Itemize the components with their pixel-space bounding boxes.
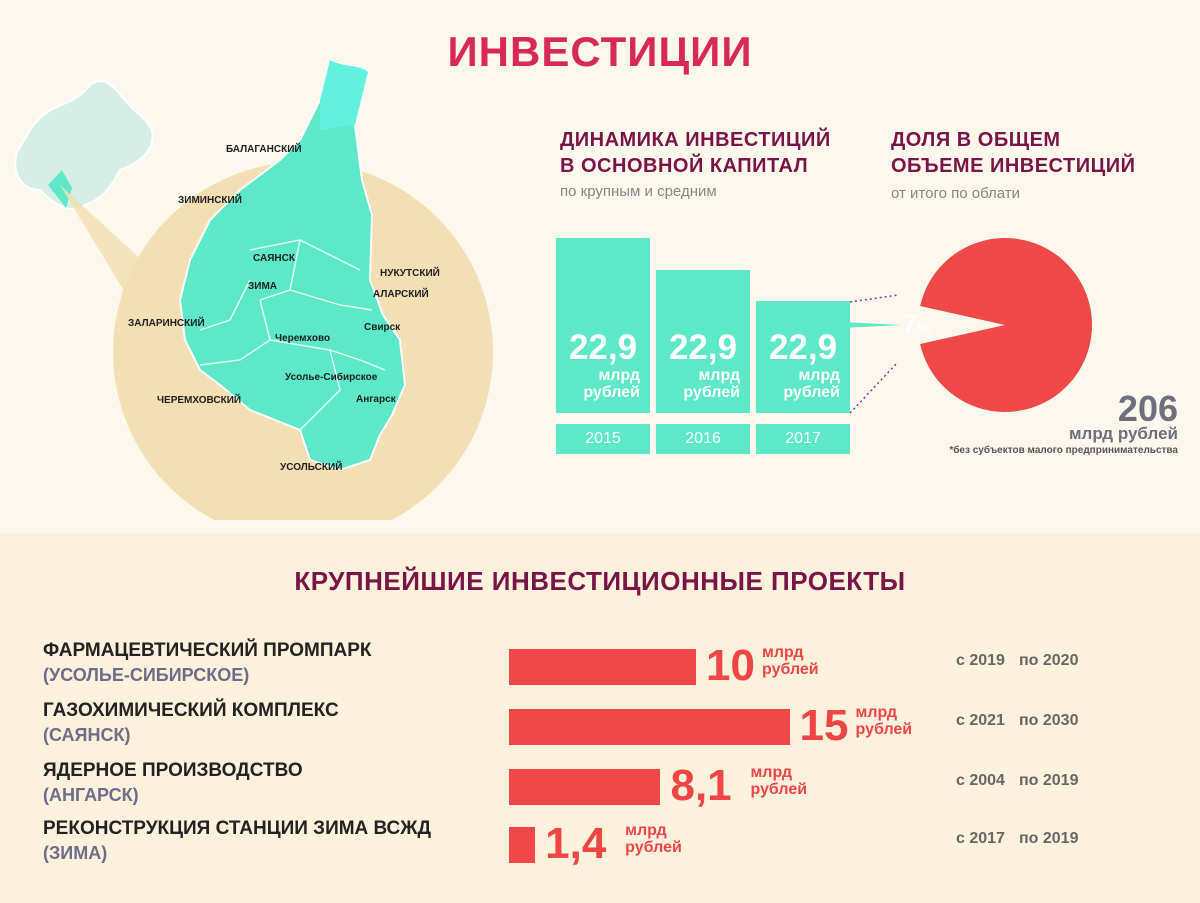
map-city-label: Усолье-Сибирское [285, 372, 378, 383]
pie-slice-share [840, 321, 902, 329]
project-city: (УСОЛЬЕ-СИБИРСКОЕ) [43, 665, 250, 685]
project-name: ГАЗОХИМИЧЕСКИЙ КОМПЛЕКС [43, 700, 339, 721]
dynamics-year-label: 2017 [756, 424, 850, 454]
projects-title: КРУПНЕЙШИЕ ИНВЕСТИЦИОННЫЕ ПРОЕКТЫ [294, 566, 906, 596]
map-district-label: ЗИМИНСКИЙ [178, 195, 242, 206]
project-unit: млрд рублей [750, 764, 807, 798]
dynamics-bar-unit-line: рублей [783, 384, 840, 401]
dynamics-bar [556, 238, 650, 413]
dynamics-year-label: 2015 [556, 424, 650, 454]
project-unit-line: млрд [762, 644, 804, 661]
dynamics-bar-unit: млрд рублей [556, 367, 640, 401]
project-period-from: с 2019 [956, 652, 1005, 669]
project-value: 8,1 [670, 761, 732, 810]
project-unit-line: рублей [750, 781, 808, 798]
project-name: РЕКОНСТРУКЦИЯ СТАНЦИИ ЗИМА ВСЖД [43, 818, 431, 839]
pie-percent-label: 7% [902, 309, 931, 340]
project-bar [509, 709, 790, 745]
map-district-label: ЧЕРЕМХОВСКИЙ [157, 395, 242, 406]
project-unit-line: рублей [762, 661, 819, 678]
share-title: ДОЛЯ В ОБЩЕМ ОБЪЕМЕ ИНВЕСТИЦИЙ [891, 127, 1135, 179]
map-district-label: УСОЛЬСКИЙ [280, 462, 343, 473]
project-unit: млрд рублей [762, 644, 819, 678]
dynamics-title-line: В ОСНОВНОЙ КАПИТАЛ [560, 155, 809, 177]
dynamics-bar-value: 22,9 [768, 328, 838, 367]
share-title-line: ДОЛЯ В ОБЩЕМ [891, 129, 1061, 151]
project-unit-line: млрд [750, 764, 792, 781]
pie-percent-sign: % [917, 320, 932, 337]
dynamics-bar-unit: млрд рублей [756, 367, 840, 401]
map-city-label: САЯНСК [253, 253, 295, 264]
dynamics-bar-unit-line: млрд [798, 367, 840, 384]
project-bar [509, 769, 661, 805]
project-unit: млрд рублей [856, 704, 913, 738]
inset-region-shape [14, 79, 154, 210]
project-period-to: по 2030 [1019, 712, 1079, 729]
pie-total-value: 206 [1117, 388, 1178, 429]
dynamics-bar [656, 269, 750, 413]
share-subtitle: от итого по облати [891, 185, 1021, 202]
dynamics-title-line: ДИНАМИКА ИНВЕСТИЦИЙ [560, 129, 831, 151]
pie-total-unit: млрд рублей [1068, 424, 1178, 443]
dynamics-bar-unit-line: рублей [683, 384, 740, 401]
dynamics-bar-unit: млрд рублей [656, 367, 740, 401]
pie-connector-line [849, 361, 899, 414]
project-value: 10 [706, 641, 755, 690]
northern-district-shape [320, 60, 368, 130]
project-period-to: по 2019 [1019, 830, 1079, 847]
region-map [14, 58, 493, 520]
project-unit-line: млрд [625, 822, 667, 839]
project-value: 15 [799, 701, 849, 750]
dynamics-year-label: 2016 [656, 424, 750, 454]
map-city-label: Ангарск [356, 394, 396, 405]
share-title-line: ОБЪЕМЕ ИНВЕСТИЦИЙ [891, 155, 1136, 177]
project-unit-line: рублей [625, 839, 682, 856]
page-title: ИНВЕСТИЦИИ [447, 28, 753, 75]
share-pie-chart [840, 237, 1092, 414]
inset-highlight-shape [48, 170, 72, 208]
project-name: ФАРМАЦЕВТИЧЕСКИЙ ПРОМПАРК [43, 640, 372, 661]
project-city: (САЯНСК) [43, 725, 131, 745]
project-period-from: с 2004 [956, 772, 1005, 789]
district-borders [199, 239, 386, 431]
project-unit: млрд рублей [625, 822, 682, 856]
dynamics-bar-unit-line: млрд [598, 367, 640, 384]
pie-slice-rest [920, 237, 1092, 412]
map-district-label: ЗАЛАРИНСКИЙ [128, 318, 205, 329]
project-city: (ЗИМА) [43, 843, 108, 863]
dynamics-bar-unit-line: рублей [583, 384, 640, 401]
project-period-to: по 2019 [1019, 772, 1079, 789]
project-period-from: с 2017 [956, 830, 1005, 847]
map-district-label: БАЛАГАНСКИЙ [226, 144, 302, 155]
dynamics-bar-value: 22,9 [668, 328, 738, 367]
project-unit-line: млрд [855, 704, 898, 721]
map-district-label: АЛАРСКИЙ [373, 289, 429, 300]
map-city-label: Свирск [364, 322, 401, 333]
dynamics-bar-unit-line: млрд [698, 367, 740, 384]
project-period-from: с 2021 [956, 712, 1005, 729]
dynamics-title: ДИНАМИКА ИНВЕСТИЦИЙ В ОСНОВНОЙ КАПИТАЛ [560, 127, 831, 179]
pie-connector-line [849, 294, 899, 303]
dynamics-bar-value: 22,9 [568, 328, 638, 367]
dynamics-subtitle: по крупным и средним [560, 183, 717, 200]
project-bar [509, 649, 696, 685]
project-period-to: по 2020 [1019, 652, 1079, 669]
project-unit-line: рублей [855, 721, 913, 738]
project-bar [509, 827, 536, 863]
map-district-label: НУКУТСКИЙ [380, 268, 440, 279]
map-city-label: ЗИМА [248, 281, 278, 292]
project-value: 1,4 [545, 819, 607, 868]
pie-footnote: *без субъектов малого предпринимательств… [949, 445, 1178, 456]
project-city: (АНГАРСК) [43, 785, 139, 805]
pie-percent-value: 7 [902, 309, 918, 339]
map-city-label: Черемхово [275, 333, 331, 344]
dynamics-bar [756, 301, 850, 413]
project-name: ЯДЕРНОЕ ПРОИЗВОДСТВО [43, 760, 303, 781]
